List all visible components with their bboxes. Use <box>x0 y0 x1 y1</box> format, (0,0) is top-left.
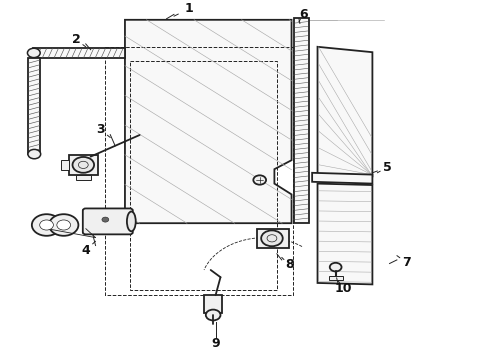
Circle shape <box>28 149 41 159</box>
Polygon shape <box>318 47 372 176</box>
Circle shape <box>57 220 71 230</box>
Circle shape <box>73 157 94 173</box>
Polygon shape <box>257 229 289 248</box>
Circle shape <box>253 175 266 185</box>
Polygon shape <box>318 184 372 284</box>
Polygon shape <box>61 160 69 170</box>
Ellipse shape <box>127 211 136 231</box>
Text: 8: 8 <box>285 258 294 271</box>
Circle shape <box>32 214 61 236</box>
Polygon shape <box>76 175 91 180</box>
Polygon shape <box>28 58 40 154</box>
Polygon shape <box>312 173 372 184</box>
Text: 6: 6 <box>299 8 308 21</box>
Circle shape <box>330 263 342 271</box>
Circle shape <box>40 220 53 230</box>
Text: 4: 4 <box>81 244 90 257</box>
Text: 9: 9 <box>211 337 220 350</box>
Circle shape <box>27 48 40 58</box>
Circle shape <box>102 217 109 222</box>
Text: 2: 2 <box>72 33 80 46</box>
Circle shape <box>49 214 78 236</box>
Polygon shape <box>294 18 309 223</box>
Text: 1: 1 <box>184 3 193 15</box>
Text: 5: 5 <box>383 161 392 174</box>
FancyBboxPatch shape <box>83 208 133 234</box>
Circle shape <box>206 310 220 320</box>
Circle shape <box>261 230 283 246</box>
Text: 3: 3 <box>96 123 105 136</box>
Polygon shape <box>125 20 292 223</box>
Polygon shape <box>204 295 222 313</box>
Text: 7: 7 <box>402 256 411 269</box>
Polygon shape <box>33 48 125 58</box>
Polygon shape <box>329 276 343 280</box>
Text: 10: 10 <box>334 282 352 294</box>
Polygon shape <box>69 155 98 175</box>
